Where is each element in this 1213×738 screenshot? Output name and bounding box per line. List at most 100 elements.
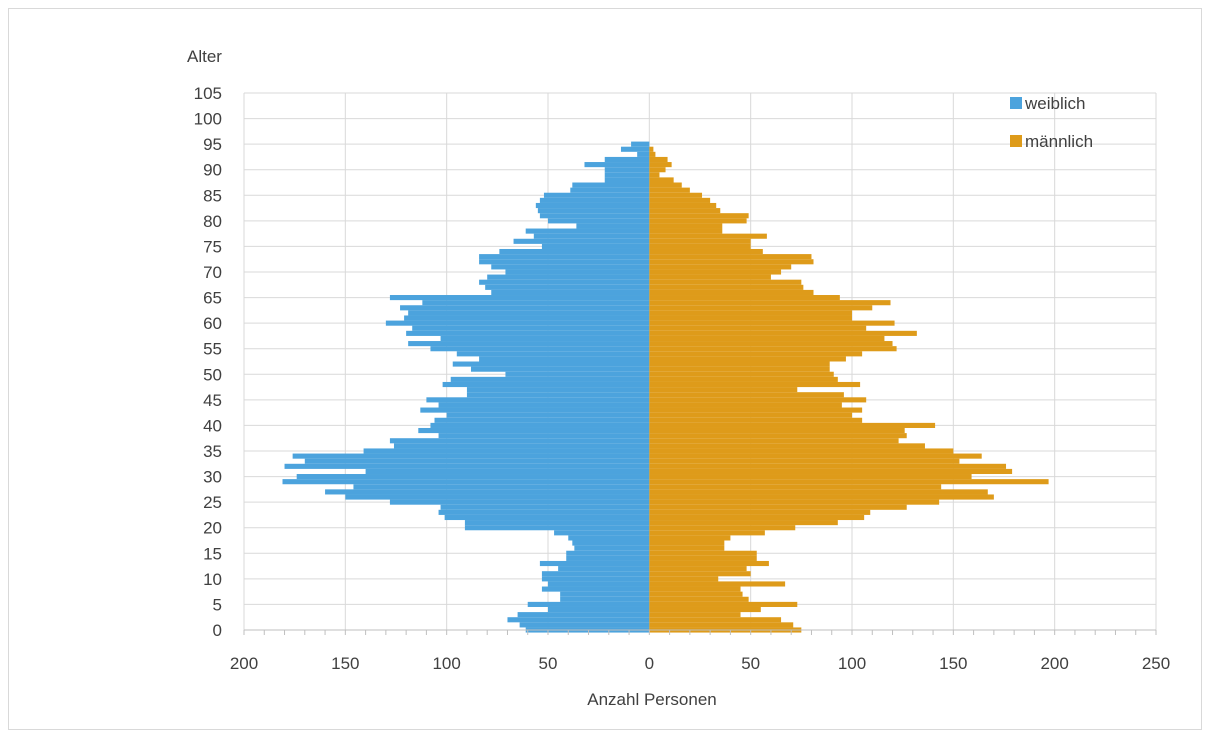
bar-männlich-age-39 <box>649 427 905 434</box>
bar-männlich-age-4 <box>649 606 761 613</box>
bar-männlich-age-81 <box>649 213 749 219</box>
bar-männlich-age-38 <box>649 433 907 439</box>
bar-weiblich-age-5 <box>527 601 650 607</box>
bars <box>282 141 1049 633</box>
bar-männlich-age-18 <box>649 535 731 541</box>
bar-weiblich-age-33 <box>304 458 650 464</box>
bar-männlich-age-51 <box>649 366 830 372</box>
bar-weiblich-age-84 <box>539 197 650 203</box>
x-tick-label: 100 <box>838 654 866 673</box>
bar-männlich-age-33 <box>649 458 960 464</box>
bar-weiblich-age-27 <box>325 489 650 495</box>
bar-weiblich-age-21 <box>464 520 650 526</box>
bar-weiblich-age-73 <box>479 254 650 260</box>
y-tick-label: 65 <box>203 289 222 308</box>
bar-weiblich-age-95 <box>631 141 650 147</box>
bar-weiblich-age-50 <box>505 371 650 377</box>
bar-weiblich-age-34 <box>292 453 650 459</box>
bar-männlich-age-1 <box>649 622 794 628</box>
bar-männlich-age-42 <box>649 412 852 418</box>
bar-männlich-age-91 <box>649 162 672 168</box>
bar-männlich-age-59 <box>649 325 867 331</box>
y-tick-label: 20 <box>203 519 222 538</box>
bar-weiblich-age-41 <box>434 417 650 423</box>
bar-männlich-age-62 <box>649 310 852 316</box>
bar-weiblich-age-54 <box>456 351 650 357</box>
bar-männlich-age-29 <box>649 479 1049 485</box>
bar-männlich-age-69 <box>649 274 771 280</box>
bar-weiblich-age-62 <box>408 310 650 316</box>
bar-männlich-age-50 <box>649 371 834 377</box>
bar-weiblich-age-68 <box>479 279 650 285</box>
bar-weiblich-age-81 <box>539 213 650 219</box>
bar-weiblich-age-82 <box>537 208 650 214</box>
x-axis-title: Anzahl Personen <box>587 690 716 709</box>
bar-männlich-age-57 <box>649 335 885 342</box>
bar-weiblich-age-89 <box>604 172 650 178</box>
bar-männlich-age-17 <box>649 540 725 546</box>
bar-männlich-age-64 <box>649 300 891 306</box>
bar-männlich-age-68 <box>649 279 802 285</box>
bar-männlich-age-53 <box>649 356 846 362</box>
bar-weiblich-age-22 <box>444 514 650 521</box>
bar-weiblich-age-10 <box>541 576 650 582</box>
bar-männlich-age-48 <box>649 381 861 388</box>
bar-männlich-age-15 <box>649 550 757 556</box>
legend-label-weiblich: weiblich <box>1024 94 1085 113</box>
bar-weiblich-age-58 <box>406 330 650 336</box>
bar-männlich-age-13 <box>649 560 769 567</box>
bar-männlich-age-60 <box>649 320 895 326</box>
bar-männlich-age-20 <box>649 525 796 531</box>
bar-männlich-age-30 <box>649 474 972 480</box>
y-tick-label: 40 <box>203 416 222 435</box>
x-tick-label: 200 <box>230 654 258 673</box>
bar-weiblich-age-9 <box>548 581 650 587</box>
bar-männlich-age-63 <box>649 305 873 311</box>
bar-weiblich-age-15 <box>566 550 650 556</box>
bar-männlich-age-45 <box>649 397 867 403</box>
bar-männlich-age-67 <box>649 284 804 290</box>
bar-männlich-age-71 <box>649 264 792 270</box>
bar-männlich-age-83 <box>649 202 717 209</box>
bar-männlich-age-87 <box>649 182 682 188</box>
bar-männlich-age-77 <box>649 233 767 239</box>
y-tick-label: 80 <box>203 212 222 231</box>
bar-weiblich-age-24 <box>440 504 650 510</box>
bar-weiblich-age-70 <box>505 269 650 275</box>
bar-weiblich-age-56 <box>408 341 650 347</box>
bar-weiblich-age-18 <box>568 535 650 541</box>
bar-weiblich-age-77 <box>533 233 650 239</box>
bar-weiblich-age-16 <box>574 545 650 551</box>
bar-männlich-age-2 <box>649 617 782 623</box>
y-tick-label: 60 <box>203 314 222 333</box>
y-tick-label: 10 <box>203 570 222 589</box>
bar-weiblich-age-75 <box>541 243 650 249</box>
bar-männlich-age-86 <box>649 187 690 193</box>
bar-weiblich-age-48 <box>442 381 650 388</box>
y-axis-title: Alter <box>187 47 222 66</box>
x-tick-label: 50 <box>741 654 760 673</box>
bar-weiblich-age-7 <box>560 591 650 597</box>
bar-männlich-age-14 <box>649 555 757 561</box>
legend-label-männlich: männlich <box>1025 132 1093 151</box>
y-tick-label: 85 <box>203 186 222 205</box>
y-tick-label: 5 <box>213 595 222 614</box>
bar-weiblich-age-20 <box>464 525 650 531</box>
bar-männlich-age-89 <box>649 172 660 178</box>
bar-männlich-age-9 <box>649 581 786 587</box>
bar-männlich-age-16 <box>649 545 725 551</box>
bar-weiblich-age-69 <box>487 274 650 280</box>
bar-männlich-age-93 <box>649 151 656 157</box>
bar-weiblich-age-78 <box>525 228 650 234</box>
bar-weiblich-age-74 <box>499 248 650 255</box>
bar-männlich-age-94 <box>649 146 654 152</box>
bar-weiblich-age-65 <box>389 295 650 301</box>
bar-männlich-age-25 <box>649 499 940 505</box>
bar-weiblich-age-1 <box>519 622 650 628</box>
bar-weiblich-age-25 <box>389 499 650 505</box>
bar-männlich-age-8 <box>649 586 741 592</box>
bar-männlich-age-76 <box>649 238 751 244</box>
bar-weiblich-age-63 <box>400 305 650 311</box>
x-tick-label: 150 <box>939 654 967 673</box>
bar-männlich-age-21 <box>649 520 838 526</box>
